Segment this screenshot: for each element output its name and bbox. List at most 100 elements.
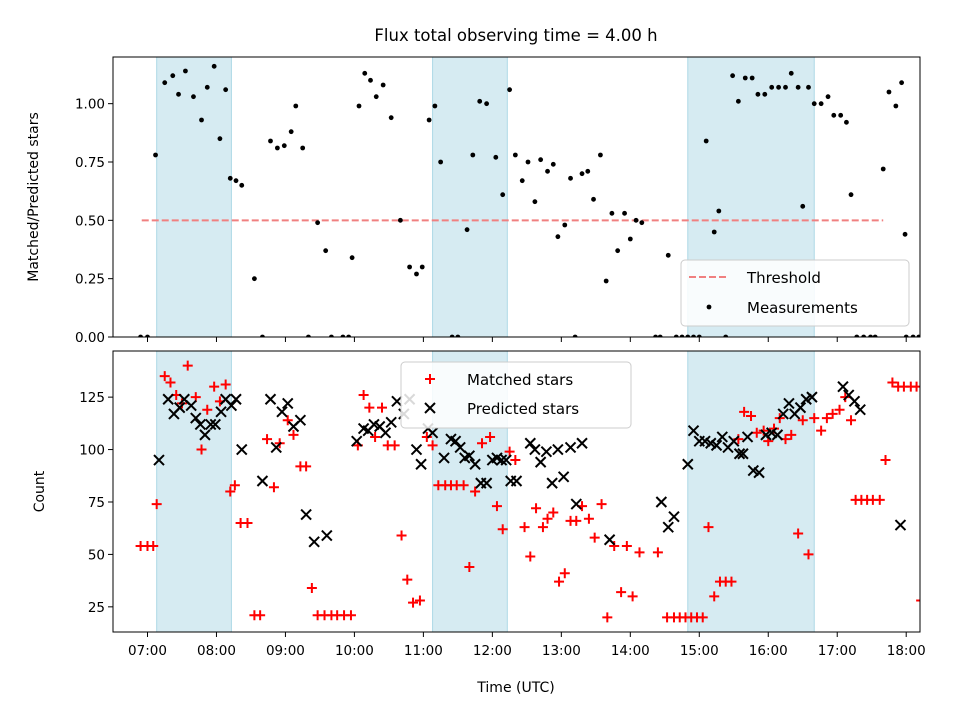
predicted-star-point — [190, 412, 202, 424]
predicted-star-point — [391, 395, 403, 408]
matched-star-point — [621, 541, 632, 552]
measurement-point — [800, 203, 806, 209]
measurement-point — [470, 152, 476, 158]
measurement-point — [455, 334, 461, 337]
measurement-point — [579, 171, 585, 177]
predicted-star-point — [557, 471, 570, 483]
y-tick-label: 0.25 — [75, 272, 105, 288]
matched-star-point — [421, 431, 432, 442]
predicted-star-point — [741, 431, 754, 443]
matched-star-point — [209, 381, 220, 392]
measurement-point — [848, 192, 854, 198]
x-tick-label: 16:00 — [749, 643, 788, 659]
measurement-point — [844, 119, 849, 125]
predicted-star-point — [603, 534, 616, 546]
measurement-point — [730, 73, 736, 79]
predicted-star-point — [153, 454, 165, 466]
measurement-point — [281, 143, 287, 149]
measurement-point — [388, 115, 394, 121]
predicted-star-point — [728, 435, 740, 447]
matched-star-point — [793, 528, 804, 539]
matched-star-point — [803, 549, 814, 560]
measurement-point — [555, 234, 561, 240]
matched-star-point — [703, 522, 714, 533]
predicted-star-point — [321, 529, 333, 542]
measurement-point — [562, 222, 568, 228]
matched-star-point — [602, 612, 613, 623]
predicted-star-point — [230, 393, 242, 405]
measurement-point — [755, 91, 761, 97]
measurement-point — [585, 168, 591, 174]
matched-star-point — [470, 486, 481, 497]
predicted-star-point — [276, 406, 288, 418]
x-tick-label: 12:00 — [473, 643, 512, 659]
matched-star-point — [196, 444, 207, 455]
matched-star-point — [887, 377, 898, 388]
matched-star-point — [229, 480, 240, 491]
matched-star-point — [596, 499, 607, 510]
measurement-point — [838, 112, 844, 118]
matched-star-point — [916, 599, 920, 602]
measurement-point — [769, 84, 775, 90]
measurement-point — [323, 248, 329, 254]
measurement-point — [872, 334, 878, 337]
measurement-point — [603, 278, 609, 284]
matched-star-point — [510, 455, 521, 466]
count-panel: 25 50 75 100 125 07:00 08:00 09:00 10:00 11:00 12:… — [32, 350, 926, 659]
matched-star-point — [176, 398, 187, 409]
measurement-point — [818, 101, 824, 107]
y-tick-label: 0.75 — [75, 155, 105, 171]
matched-star-point — [531, 503, 542, 514]
predicted-star-point — [710, 439, 723, 452]
matched-star-point — [542, 513, 553, 524]
predicted-star-point — [534, 456, 547, 468]
measurement-point — [217, 136, 223, 142]
predicted-star-point — [854, 404, 866, 416]
measurement-point — [903, 334, 909, 337]
matched-star-point — [589, 532, 600, 543]
predicted-star-point — [655, 496, 668, 508]
matched-star-point — [458, 480, 469, 491]
measurement-point — [340, 334, 346, 337]
measurement-point — [783, 84, 788, 90]
matched-star-point — [634, 547, 645, 558]
predicted-star-point — [662, 521, 674, 533]
measurement-point — [545, 168, 550, 174]
measurement-point — [811, 101, 817, 107]
measurement-point — [591, 196, 596, 202]
measurement-point — [532, 199, 538, 205]
matched-star-point — [697, 612, 708, 623]
matched-star-point — [809, 413, 820, 424]
matched-star-point — [627, 591, 638, 602]
measurement-point — [349, 255, 355, 261]
measurement-point — [665, 252, 671, 258]
measurement-point — [825, 94, 831, 100]
measurement-point — [691, 334, 696, 337]
y-tick-label: 125 — [79, 390, 105, 406]
matched-star-point — [709, 591, 720, 602]
measurement-point — [414, 271, 419, 277]
measurement-point — [550, 161, 556, 167]
predicted-star-point — [682, 458, 694, 470]
x-tick-label: 08:00 — [197, 643, 236, 659]
x-tick-label: 11:00 — [404, 643, 443, 659]
y-axis-label: Matched/Predicted stars — [26, 112, 42, 282]
matched-star-point — [797, 415, 808, 426]
matched-star-point — [408, 597, 419, 608]
legend-threshold-label: Threshold — [746, 269, 821, 287]
measurement-point — [493, 154, 499, 160]
predicted-star-point — [668, 510, 680, 523]
axes-frame — [112, 56, 921, 338]
matched-star-point — [497, 524, 508, 535]
predicted-star-point — [351, 435, 363, 447]
measurement-point — [199, 117, 204, 123]
predicted-star-point — [576, 437, 588, 449]
matched-star-point — [288, 429, 299, 440]
measurement-point — [776, 84, 782, 90]
predicted-star-point — [564, 441, 577, 454]
predicted-star-point — [449, 435, 462, 447]
measurement-point — [507, 87, 513, 93]
measurement-point — [306, 334, 311, 337]
predicted-star-point — [264, 393, 277, 405]
matched-star-point — [151, 499, 162, 510]
